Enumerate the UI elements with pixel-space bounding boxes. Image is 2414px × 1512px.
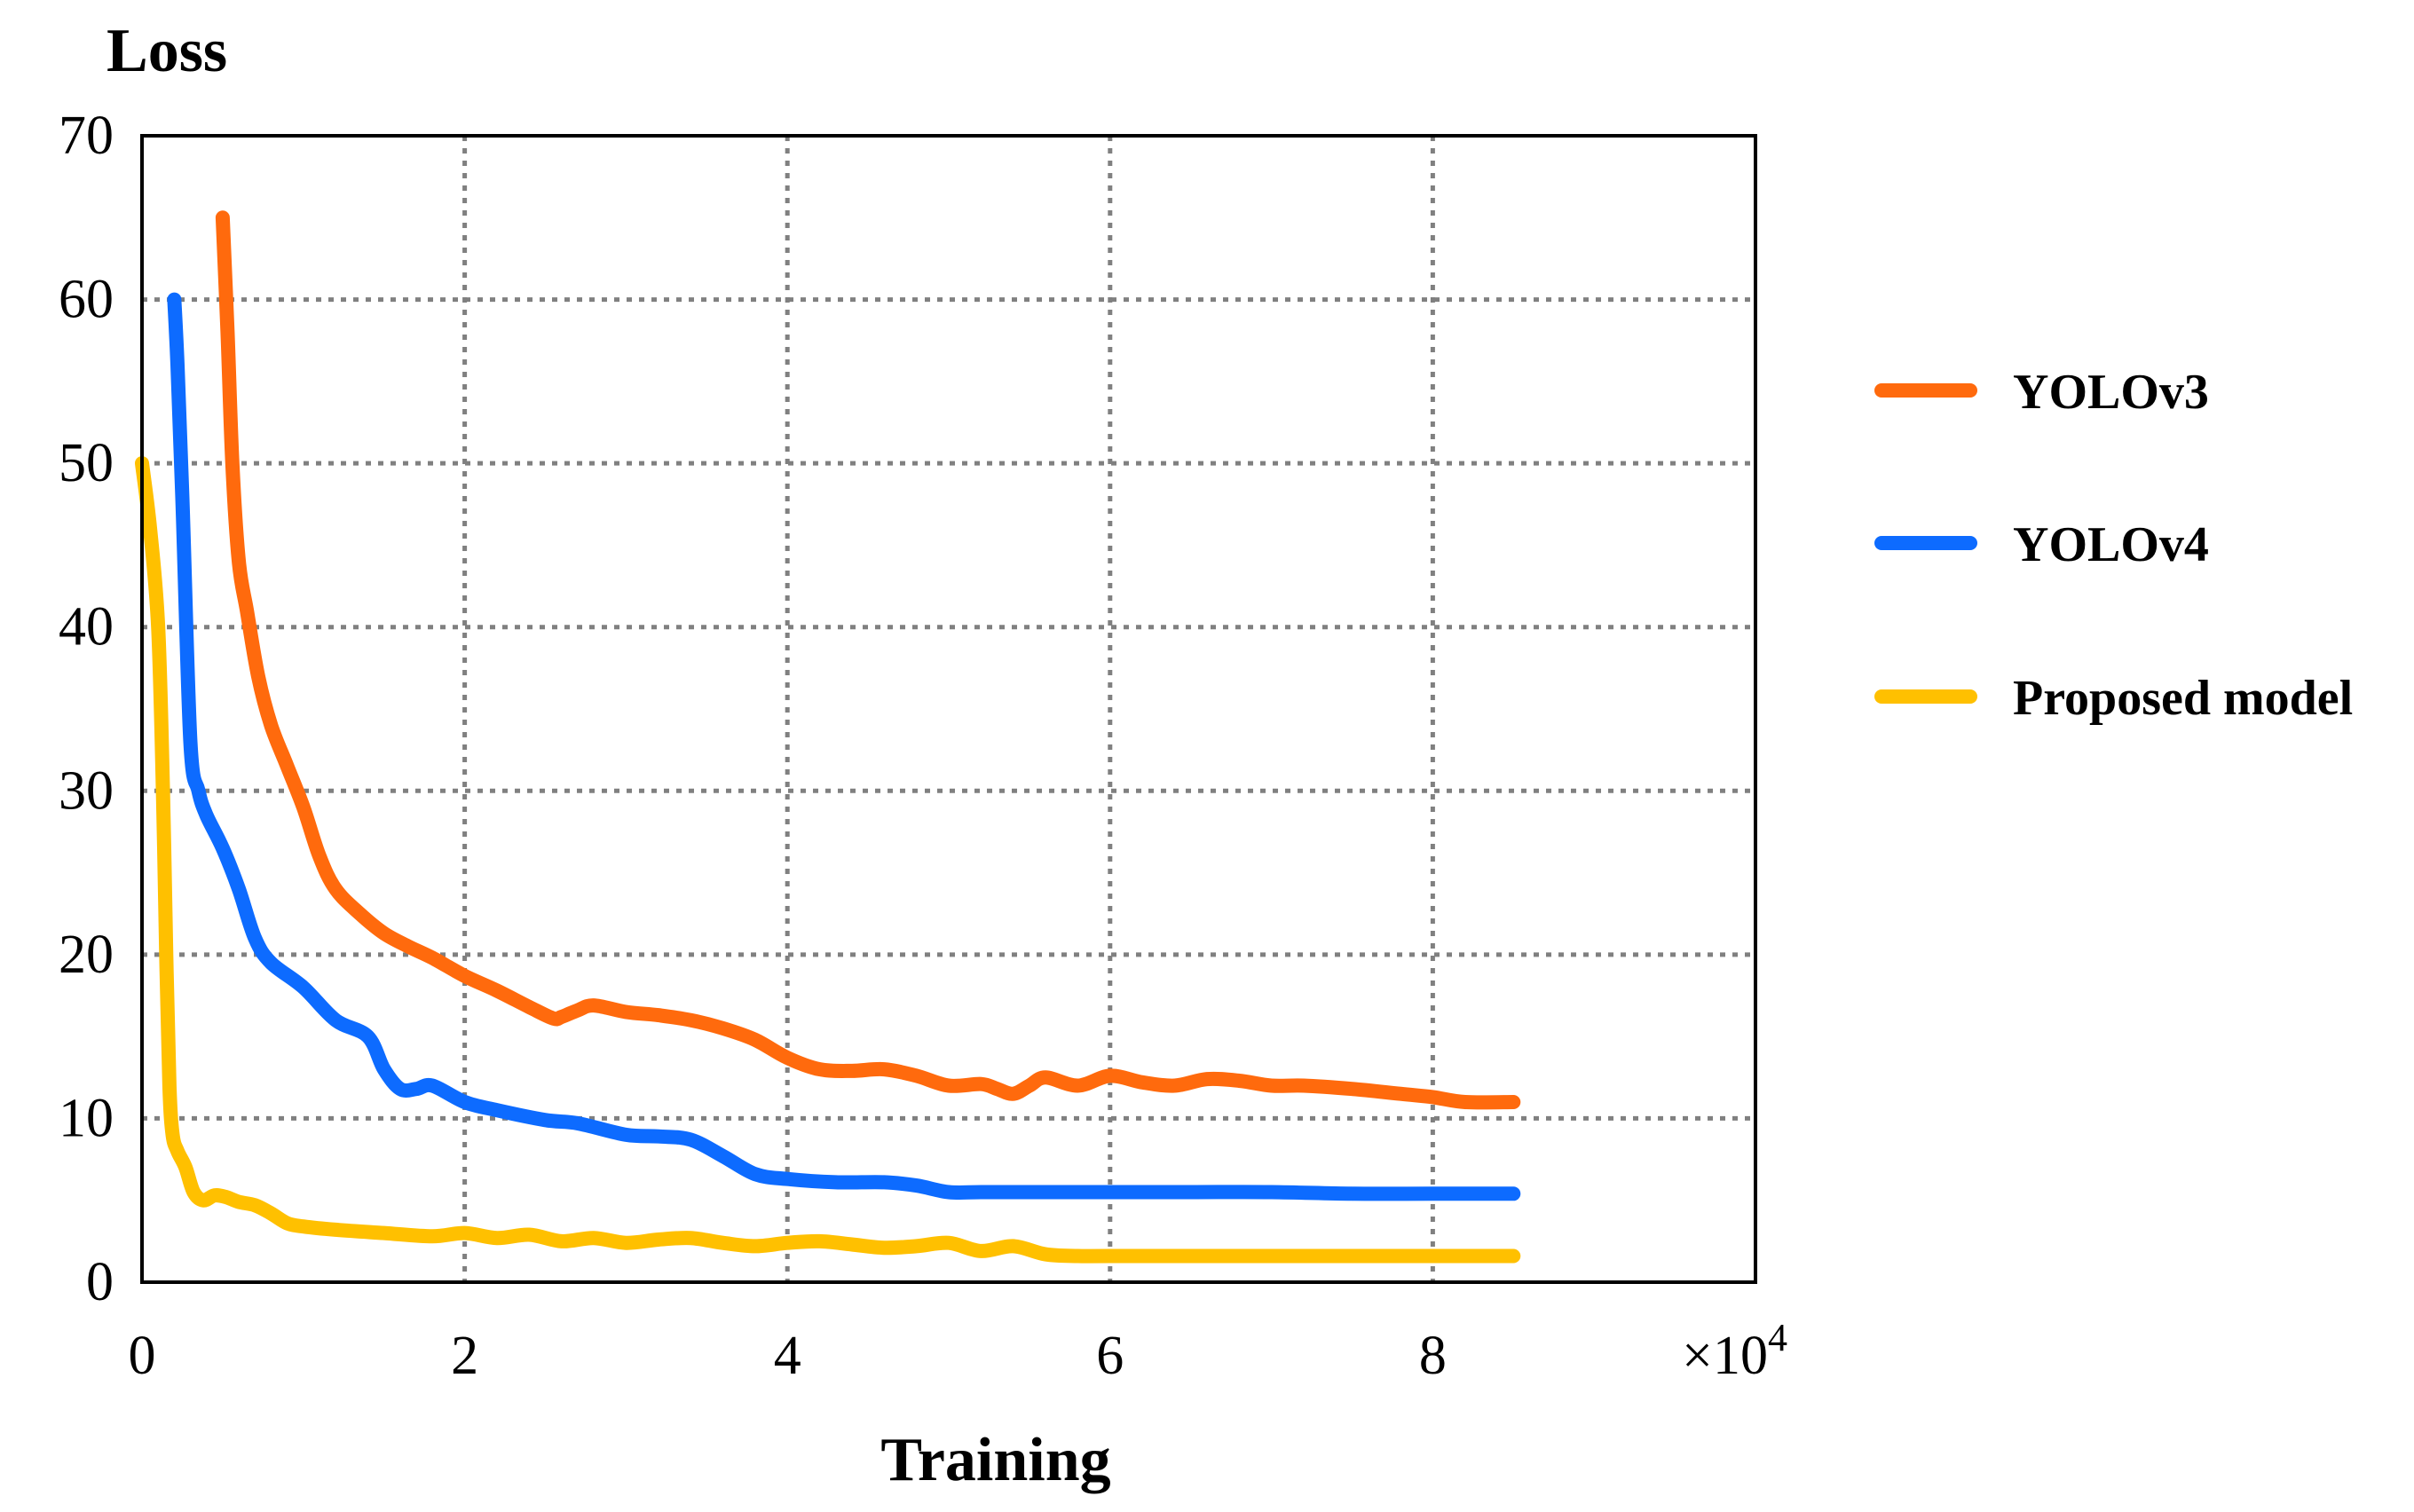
y-tick-label: 40 (59, 597, 114, 658)
y-tick-labels: 0 10 20 30 40 50 60 70 (59, 106, 114, 1312)
x-tick-label: 4 (774, 1326, 801, 1386)
plot-frame (140, 134, 1757, 1284)
legend: YOLOv3 YOLOv4 Proposed model (1874, 365, 2353, 726)
legend-label-yolov4: YOLOv4 (2013, 517, 2209, 572)
x-multiplier-label: ×104 (1682, 1316, 1787, 1386)
x-tick-label: 2 (451, 1326, 478, 1386)
legend-label-yolov3: YOLOv3 (2013, 365, 2209, 420)
series-line-yolov3 (215, 210, 1521, 1110)
y-tick-label: 50 (59, 433, 114, 493)
x-tick-label: 8 (1419, 1326, 1447, 1386)
y-tick-label: 30 (59, 760, 114, 821)
series-line-yolov4 (167, 292, 1521, 1201)
y-tick-label: 0 (86, 1252, 114, 1312)
legend-label-proposed-model: Proposed model (2013, 671, 2353, 726)
y-tick-label: 60 (59, 270, 114, 330)
x-axis-title: Training (880, 1426, 1110, 1494)
y-tick-label: 70 (59, 106, 114, 166)
x-tick-labels: 0 2 4 6 8 (129, 1326, 1447, 1386)
y-tick-label: 10 (59, 1088, 114, 1148)
x-tick-label: 6 (1096, 1326, 1124, 1386)
series-lines (135, 210, 1521, 1264)
y-axis-title: Loss (106, 17, 227, 85)
grid-lines (142, 136, 1755, 1282)
series-line-proposed-model (135, 456, 1521, 1264)
y-tick-label: 20 (59, 925, 114, 985)
x-tick-label: 0 (129, 1326, 156, 1386)
x-multiplier-exponent: 4 (1768, 1316, 1787, 1359)
x-multiplier-base: ×10 (1682, 1326, 1768, 1386)
